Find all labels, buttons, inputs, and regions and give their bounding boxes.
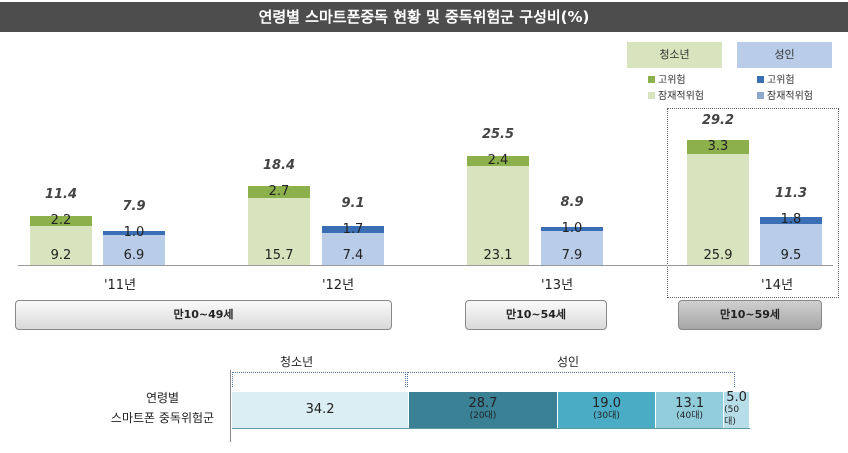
youth-total-label: 18.4 bbox=[262, 158, 296, 174]
adult-high-bar bbox=[103, 231, 165, 236]
y-axis bbox=[230, 370, 231, 442]
year-label: '13년 bbox=[540, 278, 574, 293]
chart-title: 연령별 스마트폰중독 현황 및 중독위험군 구성비(%) bbox=[0, 2, 848, 32]
youth-latent-bar: 15.7 bbox=[248, 197, 310, 265]
legend-label: 잠재적위험 bbox=[658, 91, 704, 102]
adult-total-label: 7.9 bbox=[122, 199, 146, 215]
highlight-2014-box bbox=[667, 108, 839, 298]
composition-segment: 19.0 (30대) bbox=[557, 392, 657, 428]
adult-total-label: 8.9 bbox=[560, 195, 584, 211]
segment-value: 19.0 bbox=[592, 396, 621, 411]
adult-high-label: 1.0 bbox=[123, 225, 145, 241]
legend-swatch-icon bbox=[757, 76, 764, 83]
bracket-adult bbox=[407, 372, 735, 387]
age-group-label: 만10~49세 bbox=[15, 300, 392, 330]
adult-high-label: 1.0 bbox=[561, 221, 583, 237]
adult-high-label: 1.8 bbox=[780, 212, 802, 228]
segment-age-label: (20대) bbox=[469, 411, 497, 421]
adult-latent-bar: 6.9 bbox=[103, 235, 165, 265]
year-label: '12년 bbox=[321, 278, 355, 293]
row-label-line: 스마트폰 중독위험군 bbox=[110, 411, 215, 425]
adult-total-label: 9.1 bbox=[341, 195, 365, 211]
youth-high-label: 2.2 bbox=[50, 212, 72, 228]
legend-label: 잠재적위험 bbox=[767, 91, 813, 102]
adult-total-label: 11.3 bbox=[774, 186, 808, 202]
legend-label: 고위험 bbox=[658, 75, 686, 86]
youth-high-label: 3.3 bbox=[707, 139, 729, 155]
segment-age-label: (50대) bbox=[724, 405, 740, 427]
segment-value: 28.7 bbox=[468, 396, 498, 411]
bracket-youth bbox=[232, 372, 406, 387]
adult-latent-bar: 7.4 bbox=[322, 233, 384, 265]
legend-youth-high: 고위험 bbox=[648, 71, 686, 86]
x-axis bbox=[18, 265, 833, 266]
composition-segment: 34.2 bbox=[232, 392, 410, 428]
year-label: '14년 bbox=[760, 278, 794, 293]
youth-high-bar bbox=[687, 140, 749, 155]
legend-adult-header: 성인 bbox=[737, 42, 832, 68]
youth-high-bar bbox=[467, 155, 529, 167]
youth-total-label: 29.2 bbox=[701, 113, 735, 129]
adult-high-bar bbox=[760, 216, 822, 225]
youth-total-label: 11.4 bbox=[44, 186, 78, 202]
bar-base-line bbox=[232, 427, 750, 429]
legend-adult-latent: 잠재적위험 bbox=[757, 87, 813, 102]
adult-latent-bar: 7.9 bbox=[541, 231, 603, 265]
legend-swatch-icon bbox=[648, 92, 655, 99]
adult-latent-bar: 9.5 bbox=[760, 224, 822, 265]
segment-value: 34.2 bbox=[305, 402, 335, 417]
row-label-line: 연령별 bbox=[145, 391, 180, 405]
group-label-youth: 청소년 bbox=[280, 355, 314, 369]
adult-high-label: 1.7 bbox=[342, 221, 364, 237]
year-label: '11년 bbox=[103, 278, 137, 293]
age-group-label: 만10~54세 bbox=[465, 300, 607, 330]
legend-youth-latent: 잠재적위험 bbox=[648, 87, 704, 102]
segment-age-label: (40대) bbox=[676, 411, 704, 421]
youth-high-label: 2.4 bbox=[487, 152, 509, 168]
legend-adult-high: 고위험 bbox=[757, 71, 795, 86]
adult-high-bar bbox=[541, 226, 603, 232]
youth-high-label: 2.7 bbox=[268, 184, 290, 200]
youth-high-bar bbox=[248, 186, 310, 198]
adult-high-bar bbox=[322, 226, 384, 234]
youth-latent-bar: 9.2 bbox=[30, 225, 92, 265]
youth-latent-bar: 25.9 bbox=[687, 154, 749, 265]
composition-segment: 13.1 (40대) bbox=[656, 392, 725, 428]
youth-latent-bar: 23.1 bbox=[467, 166, 529, 265]
legend-swatch-icon bbox=[648, 76, 655, 83]
segment-value: 5.0 bbox=[726, 390, 747, 405]
segment-value: 13.1 bbox=[675, 396, 705, 411]
segment-age-label: (30대) bbox=[593, 411, 620, 421]
youth-high-bar bbox=[30, 216, 92, 226]
legend-youth-header: 청소년 bbox=[627, 42, 722, 68]
legend-swatch-icon bbox=[757, 92, 764, 99]
age-group-label: 만10~59세 bbox=[678, 300, 822, 330]
group-label-adult: 성인 bbox=[557, 355, 580, 369]
composition-segment: 28.7 (20대) bbox=[409, 392, 558, 428]
composition-segment: 5.0 (50대) bbox=[724, 390, 750, 428]
legend-label: 고위험 bbox=[767, 75, 795, 86]
youth-total-label: 25.5 bbox=[481, 126, 515, 142]
